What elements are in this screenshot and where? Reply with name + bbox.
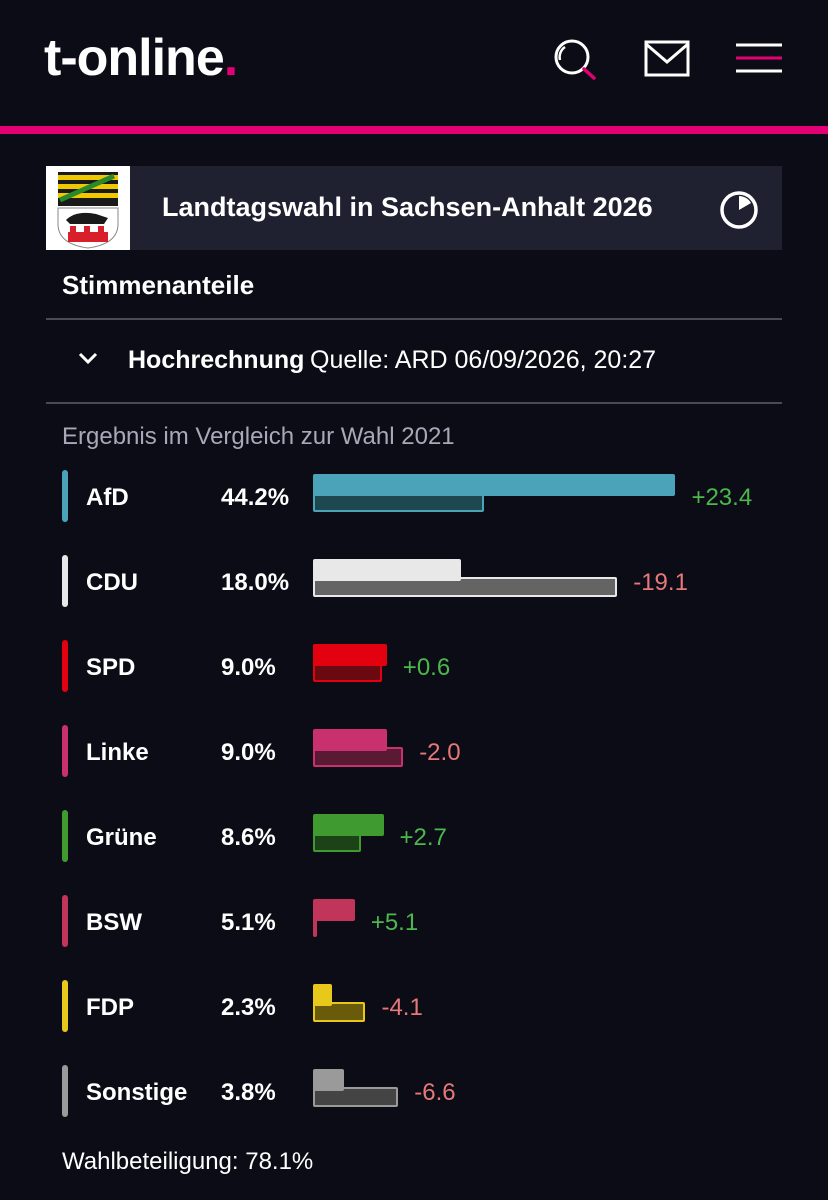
party-row: Sonstige 3.8% -6.6 — [60, 1065, 800, 1125]
party-name: Grüne — [86, 824, 157, 851]
comparison-label: Ergebnis im Vergleich zur Wahl 2021 — [62, 423, 455, 450]
current-result-bar — [313, 474, 676, 496]
previous-result-bar — [313, 917, 317, 937]
current-result-bar — [313, 984, 332, 1006]
party-bar-area — [313, 559, 733, 603]
party-bar-area — [313, 729, 733, 773]
party-percentage: 2.3% — [221, 994, 276, 1021]
party-color-marker — [62, 895, 68, 947]
party-percentage: 44.2% — [221, 484, 290, 511]
party-difference: -6.6 — [414, 1079, 456, 1106]
projection-toggle[interactable]: Hochrechnung Quelle: ARD 06/09/2026, 20:… — [46, 322, 782, 402]
party-bar-area — [313, 814, 733, 858]
divider-bottom — [46, 402, 782, 404]
menu-icon[interactable] — [736, 42, 782, 81]
party-percentage: 18.0% — [221, 569, 290, 596]
party-row: Linke 9.0% -2.0 — [60, 725, 800, 785]
coat-of-arms-icon — [46, 166, 130, 250]
party-difference: +0.6 — [402, 654, 451, 681]
divider-top — [46, 318, 782, 320]
current-result-bar — [313, 729, 387, 751]
refresh-timer-icon[interactable] — [718, 189, 760, 236]
party-color-marker — [62, 810, 68, 862]
party-bar-area — [313, 1069, 733, 1113]
party-percentage: 8.6% — [221, 824, 276, 851]
party-difference: -19.1 — [633, 569, 688, 596]
party-percentage: 9.0% — [221, 654, 276, 681]
party-difference: -4.1 — [381, 994, 423, 1021]
previous-result-bar — [313, 1087, 399, 1107]
section-title: Stimmenanteile — [62, 270, 255, 300]
party-name: BSW — [86, 909, 142, 936]
party-color-marker — [62, 555, 68, 607]
party-bar-area — [313, 984, 733, 1028]
current-result-bar — [313, 899, 355, 921]
mail-icon[interactable] — [644, 40, 690, 83]
party-difference: +2.7 — [399, 824, 447, 851]
party-color-marker — [62, 640, 68, 692]
previous-result-bar — [313, 577, 618, 597]
party-color-marker — [62, 470, 68, 522]
current-result-bar — [313, 644, 387, 666]
party-name: CDU — [86, 569, 138, 596]
party-row: AfD 44.2% +23.4 — [60, 470, 800, 530]
projection-label: Hochrechnung — [128, 346, 305, 374]
party-name: Linke — [86, 739, 149, 766]
projection-source: Quelle: ARD 06/09/2026, 20:27 — [310, 346, 657, 374]
party-row: SPD 9.0% +0.6 — [60, 640, 800, 700]
party-percentage: 3.8% — [221, 1079, 276, 1106]
party-row: FDP 2.3% -4.1 — [60, 980, 800, 1040]
election-title: Landtagswahl in Sachsen-Anhalt 2026 — [162, 192, 653, 222]
current-result-bar — [313, 1069, 345, 1091]
election-title-bar — [46, 166, 782, 250]
site-header: t-online. — [0, 0, 828, 126]
turnout-label: Wahlbeteiligung: 78.1% — [62, 1148, 314, 1175]
party-name: FDP — [86, 994, 134, 1021]
t-online-logo[interactable]: t-online. — [44, 29, 238, 87]
search-icon[interactable] — [552, 38, 598, 87]
party-name: AfD — [86, 484, 129, 511]
party-row: CDU 18.0% -19.1 — [60, 555, 800, 615]
party-percentage: 9.0% — [221, 739, 276, 766]
current-result-bar — [313, 814, 384, 836]
party-row: Grüne 8.6% +2.7 — [60, 810, 800, 870]
party-difference: +23.4 — [691, 484, 753, 511]
party-name: SPD — [86, 654, 136, 681]
header-accent-line — [0, 126, 828, 134]
party-bar-area — [313, 644, 733, 688]
party-color-marker — [62, 980, 68, 1032]
party-percentage: 5.1% — [221, 909, 276, 936]
party-name: Sonstige — [86, 1079, 188, 1106]
current-result-bar — [313, 559, 461, 581]
party-difference: -2.0 — [419, 739, 461, 766]
party-difference: +5.1 — [370, 909, 419, 936]
previous-result-bar — [313, 1002, 366, 1022]
party-row: BSW 5.1% +5.1 — [60, 895, 800, 955]
party-bar-area — [313, 474, 733, 518]
party-bar-area — [313, 899, 733, 943]
party-color-marker — [62, 725, 68, 777]
party-color-marker — [62, 1065, 68, 1117]
chevron-down-icon[interactable] — [78, 352, 98, 371]
